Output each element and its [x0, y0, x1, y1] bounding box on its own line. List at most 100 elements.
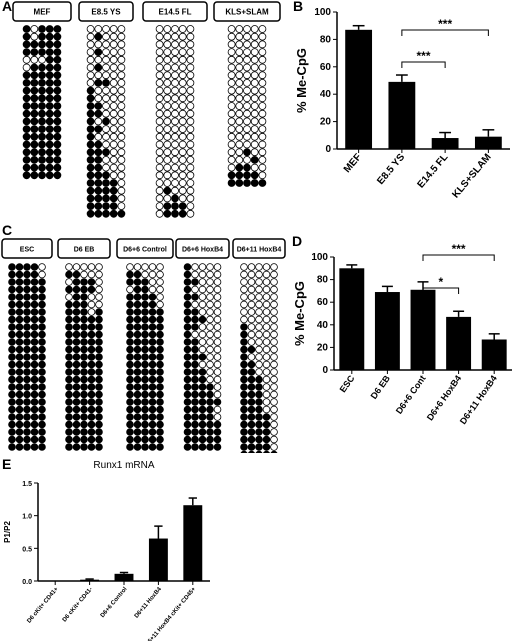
methylated-cpg [38, 25, 46, 33]
methylated-cpg [183, 443, 192, 451]
methylated-cpg [87, 420, 96, 429]
unmethylated-cpg [178, 117, 187, 126]
methylated-cpg [38, 443, 46, 451]
chart-panel-b: 0 20 40 60 80 100 % Me-CpG MEF E8.5 YS E14.5 FL KL… [294, 7, 510, 200]
unmethylated-cpg [109, 86, 118, 95]
methylated-cpg [213, 428, 222, 436]
unmethylated-cpg [163, 32, 172, 41]
unmethylated-cpg [126, 263, 134, 271]
unmethylated-cpg [109, 71, 118, 80]
methylated-cpg [191, 338, 199, 346]
bar [446, 316, 472, 370]
methylated-cpg [126, 278, 134, 286]
unmethylated-cpg [86, 55, 95, 64]
unmethylated-cpg [155, 55, 164, 64]
methylated-cpg [23, 390, 31, 399]
x-tick-label: D6+6 Control [100, 586, 129, 619]
unmethylated-cpg [155, 86, 164, 95]
methylated-cpg [95, 330, 103, 339]
methylated-cpg [126, 345, 134, 354]
methylated-cpg [30, 375, 39, 384]
methylated-cpg [156, 443, 164, 451]
methylated-cpg [148, 368, 157, 376]
methylated-cpg [30, 435, 39, 444]
methylated-cpg [240, 420, 248, 429]
methylated-cpg [94, 155, 103, 164]
methylated-cpg [235, 171, 244, 180]
group-label: MEF [34, 8, 51, 17]
y-axis-label: % Me-CpG [294, 48, 309, 113]
methylated-cpg [109, 186, 118, 195]
unmethylated-cpg [109, 48, 118, 56]
methylated-cpg [87, 428, 96, 436]
unmethylated-cpg [247, 323, 256, 331]
unmethylated-cpg [198, 338, 207, 346]
unmethylated-cpg [109, 94, 118, 103]
unmethylated-cpg [102, 155, 110, 164]
unmethylated-cpg [250, 71, 259, 80]
methylated-cpg [191, 308, 199, 316]
methylated-cpg [38, 323, 46, 331]
methylated-cpg [23, 285, 31, 294]
group-label-box [1, 238, 53, 259]
unmethylated-cpg [117, 79, 126, 87]
unmethylated-cpg [171, 109, 179, 118]
unmethylated-cpg [186, 109, 195, 118]
methylated-cpg [15, 383, 24, 391]
unmethylated-cpg [95, 285, 103, 294]
methylated-cpg [53, 32, 62, 41]
unmethylated-cpg [235, 48, 244, 56]
methylated-cpg [23, 278, 31, 286]
methylated-cpg [191, 405, 199, 414]
methylated-cpg [198, 405, 207, 414]
unmethylated-cpg [243, 125, 251, 134]
unmethylated-cpg [206, 353, 214, 361]
methylation-panel-c: ESC D6 EB D6+6 Control D6+6 HoxB4 D6+11 HoxB… [1, 238, 286, 453]
unmethylated-cpg [227, 148, 236, 157]
unmethylated-cpg [262, 398, 271, 406]
methylated-cpg [94, 63, 103, 72]
unmethylated-cpg [227, 94, 236, 103]
unmethylated-cpg [163, 25, 172, 33]
methylated-cpg [95, 435, 103, 444]
methylated-cpg [80, 308, 88, 316]
methylated-cpg [30, 132, 39, 141]
methylated-cpg [95, 398, 103, 406]
unmethylated-cpg [148, 270, 157, 279]
methylated-cpg [65, 315, 73, 324]
unmethylated-cpg [186, 86, 195, 95]
methylated-cpg [45, 163, 54, 172]
methylated-cpg [156, 428, 164, 436]
unmethylated-cpg [171, 71, 179, 80]
unmethylated-cpg [86, 32, 95, 41]
methylated-cpg [141, 338, 149, 346]
x-tick-label: D6 cKit+ CD41+ [26, 586, 60, 624]
methylated-cpg [45, 48, 54, 56]
methylated-cpg [126, 375, 134, 384]
group-label: ESC [20, 247, 34, 254]
unmethylated-cpg [102, 40, 110, 49]
methylated-cpg [102, 186, 110, 195]
significance-label: *** [452, 242, 466, 256]
methylated-cpg [80, 413, 88, 421]
unmethylated-cpg [117, 25, 126, 33]
unmethylated-cpg [247, 263, 256, 271]
methylated-cpg [126, 315, 134, 324]
methylated-cpg [15, 263, 24, 271]
methylated-cpg [30, 140, 39, 149]
methylated-cpg [183, 398, 192, 406]
methylated-cpg [247, 428, 256, 436]
methylated-cpg [240, 383, 248, 391]
unmethylated-cpg [270, 338, 278, 346]
unmethylated-cpg [235, 140, 244, 149]
unmethylated-cpg [86, 79, 95, 87]
unmethylated-cpg [227, 32, 236, 41]
unmethylated-cpg [270, 443, 278, 451]
methylated-cpg [126, 413, 134, 421]
unmethylated-cpg [155, 63, 164, 72]
methylated-cpg [95, 368, 103, 376]
unmethylated-cpg [94, 40, 103, 49]
methylated-cpg [15, 285, 24, 294]
unmethylated-cpg [235, 25, 244, 33]
